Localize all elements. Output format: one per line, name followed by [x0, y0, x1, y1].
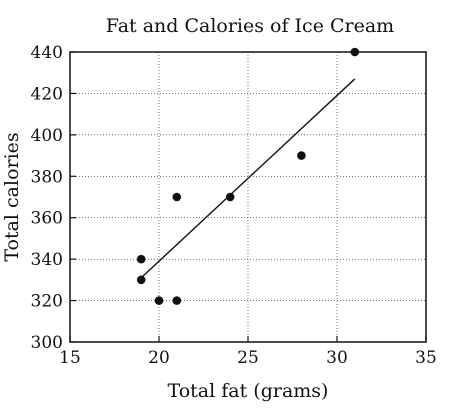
y-tick-label: 400 [31, 126, 63, 146]
data-point [297, 151, 306, 160]
y-tick-label: 360 [31, 209, 63, 229]
y-tick-label: 440 [31, 43, 63, 63]
chart-title: Fat and Calories of Ice Cream [106, 15, 394, 37]
y-tick-label: 340 [31, 250, 63, 270]
y-tick-label: 380 [31, 167, 63, 187]
data-point [136, 275, 146, 285]
x-axis-label: Total fat (grams) [168, 380, 329, 402]
data-point [172, 192, 182, 202]
y-tick-label: 300 [31, 333, 63, 353]
data-point [225, 192, 235, 202]
axis-ticks: 15 20 25 30 35 300 320 340 360 380 400 420 440 [31, 43, 437, 368]
data-point [172, 296, 182, 305]
x-tick-label: 35 [415, 348, 437, 368]
y-axis-label: Total calories [1, 132, 23, 261]
data-point [154, 296, 164, 305]
grid-lines [70, 52, 426, 342]
y-tick-label: 320 [31, 292, 63, 312]
x-tick-label: 20 [148, 348, 170, 368]
x-tick-label: 30 [326, 348, 348, 368]
data-point [350, 47, 360, 57]
trend-line [140, 78, 356, 279]
x-tick-label: 15 [59, 348, 81, 368]
data-series [136, 47, 360, 305]
y-tick-label: 420 [31, 84, 63, 104]
data-point [136, 254, 146, 264]
x-tick-label: 25 [237, 348, 259, 368]
